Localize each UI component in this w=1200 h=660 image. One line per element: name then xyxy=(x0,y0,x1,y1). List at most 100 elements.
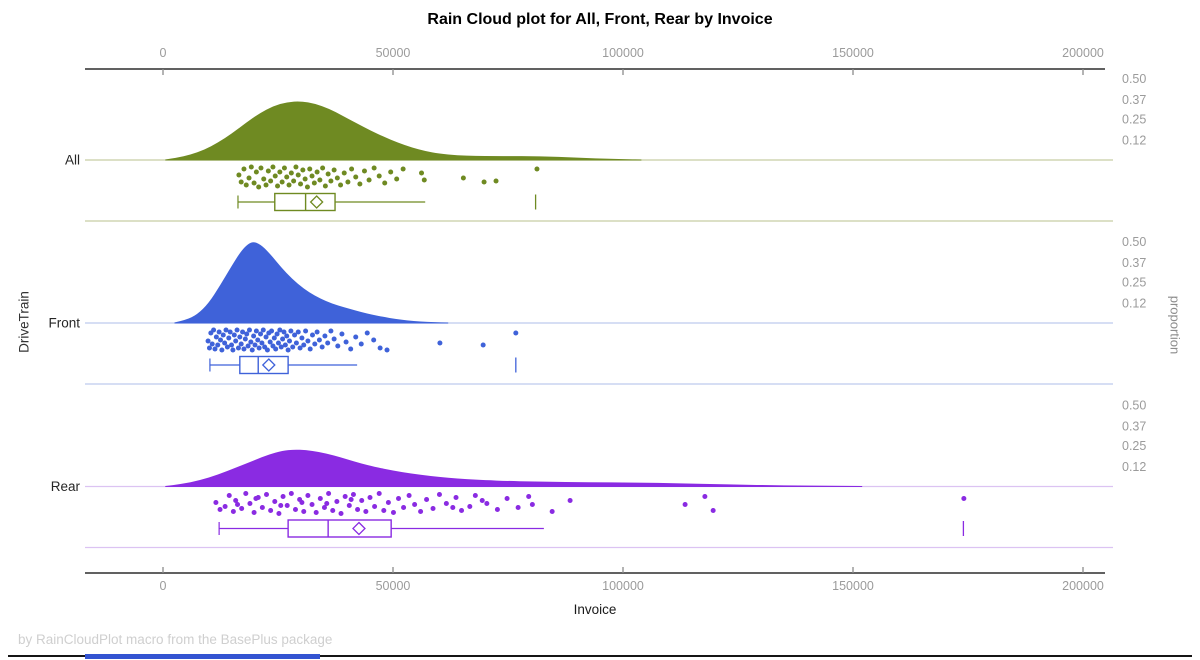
rain-point xyxy=(313,510,319,515)
rain-point xyxy=(385,500,391,505)
rain-point xyxy=(263,334,269,340)
rain-point xyxy=(292,332,298,338)
rain-point xyxy=(307,166,313,172)
density-cloud xyxy=(165,449,863,487)
rain-point xyxy=(215,342,221,348)
rain-point xyxy=(305,338,311,344)
rain-point xyxy=(526,494,532,499)
rain-point xyxy=(270,164,276,170)
proportion-tick-label: 0.50 xyxy=(1122,72,1146,86)
rain-point xyxy=(314,169,320,175)
rain-point xyxy=(339,331,345,337)
rain-point xyxy=(349,166,355,172)
rain-point xyxy=(278,503,284,508)
proportion-tick-label: 0.37 xyxy=(1122,420,1146,434)
rain-point xyxy=(205,338,211,344)
rain-point xyxy=(297,345,303,351)
rain-point xyxy=(235,502,241,507)
rain-point xyxy=(298,181,304,187)
rain-point xyxy=(269,328,275,334)
rain-point xyxy=(421,177,427,183)
rain-point xyxy=(224,344,230,350)
bottom-x-tick-label: 150000 xyxy=(832,579,874,593)
rain-point xyxy=(230,509,236,514)
proportion-tick-label: 0.50 xyxy=(1122,235,1146,249)
rain-point xyxy=(213,500,219,505)
rain-point xyxy=(317,496,323,501)
rain-point xyxy=(295,329,301,335)
rain-point xyxy=(302,176,308,182)
rain-point xyxy=(353,174,359,180)
rain-point xyxy=(271,335,277,341)
rain-point xyxy=(343,339,349,345)
rain-point xyxy=(213,334,219,340)
rain-point xyxy=(275,183,281,189)
rain-point xyxy=(251,333,257,339)
rain-point xyxy=(348,346,354,352)
rain-point xyxy=(307,346,313,352)
rain-point xyxy=(357,181,363,187)
rain-point xyxy=(284,333,290,339)
rain-point xyxy=(479,498,485,503)
rain-point xyxy=(288,170,294,176)
rain-point xyxy=(226,335,232,341)
rain-point xyxy=(384,347,390,353)
rain-point xyxy=(350,492,356,497)
rain-point xyxy=(292,507,298,512)
rain-point xyxy=(320,165,326,171)
mean-diamond xyxy=(309,195,324,209)
top-x-tick-label: 100000 xyxy=(602,46,644,60)
rain-point xyxy=(702,494,708,499)
mean-diamond xyxy=(261,358,276,372)
rain-point xyxy=(381,508,387,513)
rain-point xyxy=(328,178,334,184)
rain-point xyxy=(277,169,283,175)
rain-point xyxy=(376,173,382,179)
rain-point xyxy=(252,342,258,348)
rain-point xyxy=(309,502,315,507)
rain-point xyxy=(274,331,280,337)
rain-point xyxy=(366,177,372,183)
rain-point xyxy=(331,167,337,173)
rain-point xyxy=(567,498,573,503)
rain-point xyxy=(504,496,510,501)
rain-point xyxy=(330,508,336,513)
rain-point xyxy=(244,331,250,337)
density-cloud xyxy=(165,101,642,161)
rain-point xyxy=(284,503,290,508)
rain-point xyxy=(376,491,382,496)
density-cloud xyxy=(174,242,449,324)
rain-point xyxy=(338,182,344,188)
proportion-tick-label: 0.37 xyxy=(1122,256,1146,270)
x-axis-label: Invoice xyxy=(573,602,617,617)
rain-point xyxy=(377,345,383,351)
rain-point xyxy=(258,331,264,337)
rain-point xyxy=(480,342,486,348)
rain-point xyxy=(309,173,315,179)
rain-point xyxy=(390,510,396,515)
bottom-accent-bar xyxy=(85,654,320,659)
rain-point xyxy=(223,327,229,333)
rain-point xyxy=(301,509,307,514)
rain-point xyxy=(334,175,340,181)
rain-point xyxy=(243,491,249,496)
rain-point xyxy=(272,173,278,179)
rain-point xyxy=(239,506,245,511)
rain-point xyxy=(276,511,282,516)
y2-axis-label: proportion xyxy=(1167,295,1183,355)
rain-point xyxy=(241,166,247,172)
rain-point xyxy=(312,341,318,347)
rain-point xyxy=(450,505,456,510)
rain-point xyxy=(710,508,716,513)
rain-point xyxy=(261,176,267,182)
rain-point xyxy=(231,332,237,338)
rain-point xyxy=(241,346,247,352)
rain-point xyxy=(418,509,424,514)
rain-point xyxy=(284,174,290,180)
rain-point xyxy=(226,493,232,498)
rain-point xyxy=(364,330,370,336)
rain-point xyxy=(359,498,365,503)
rain-point xyxy=(301,342,307,348)
rain-point xyxy=(236,172,242,178)
rain-point xyxy=(401,505,407,510)
